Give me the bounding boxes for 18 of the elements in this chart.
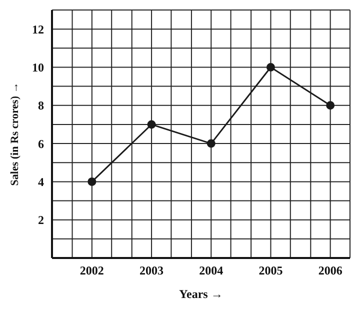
y-tick-label: 8 [38,98,44,113]
x-tick-label: 2002 [80,264,104,278]
point [206,139,216,148]
point [88,177,96,186]
x-tick-label: 2004 [199,264,224,278]
x-tick-label: 2006 [318,264,342,278]
y-tick-label: 2 [38,213,44,228]
y-tick-label: 12 [32,22,44,36]
x-tick-label: 2003 [140,264,164,278]
y-axis-title: Sales (in Rs crores) → [8,82,21,186]
point [147,120,156,129]
x-axis-title: Years → [179,287,223,301]
y-tick-label: 6 [38,136,44,151]
point [266,62,275,72]
y-tick-label: 10 [32,60,44,74]
y-tick-label: 4 [38,174,44,189]
point [326,101,335,110]
x-tick-label: 2005 [258,264,283,278]
